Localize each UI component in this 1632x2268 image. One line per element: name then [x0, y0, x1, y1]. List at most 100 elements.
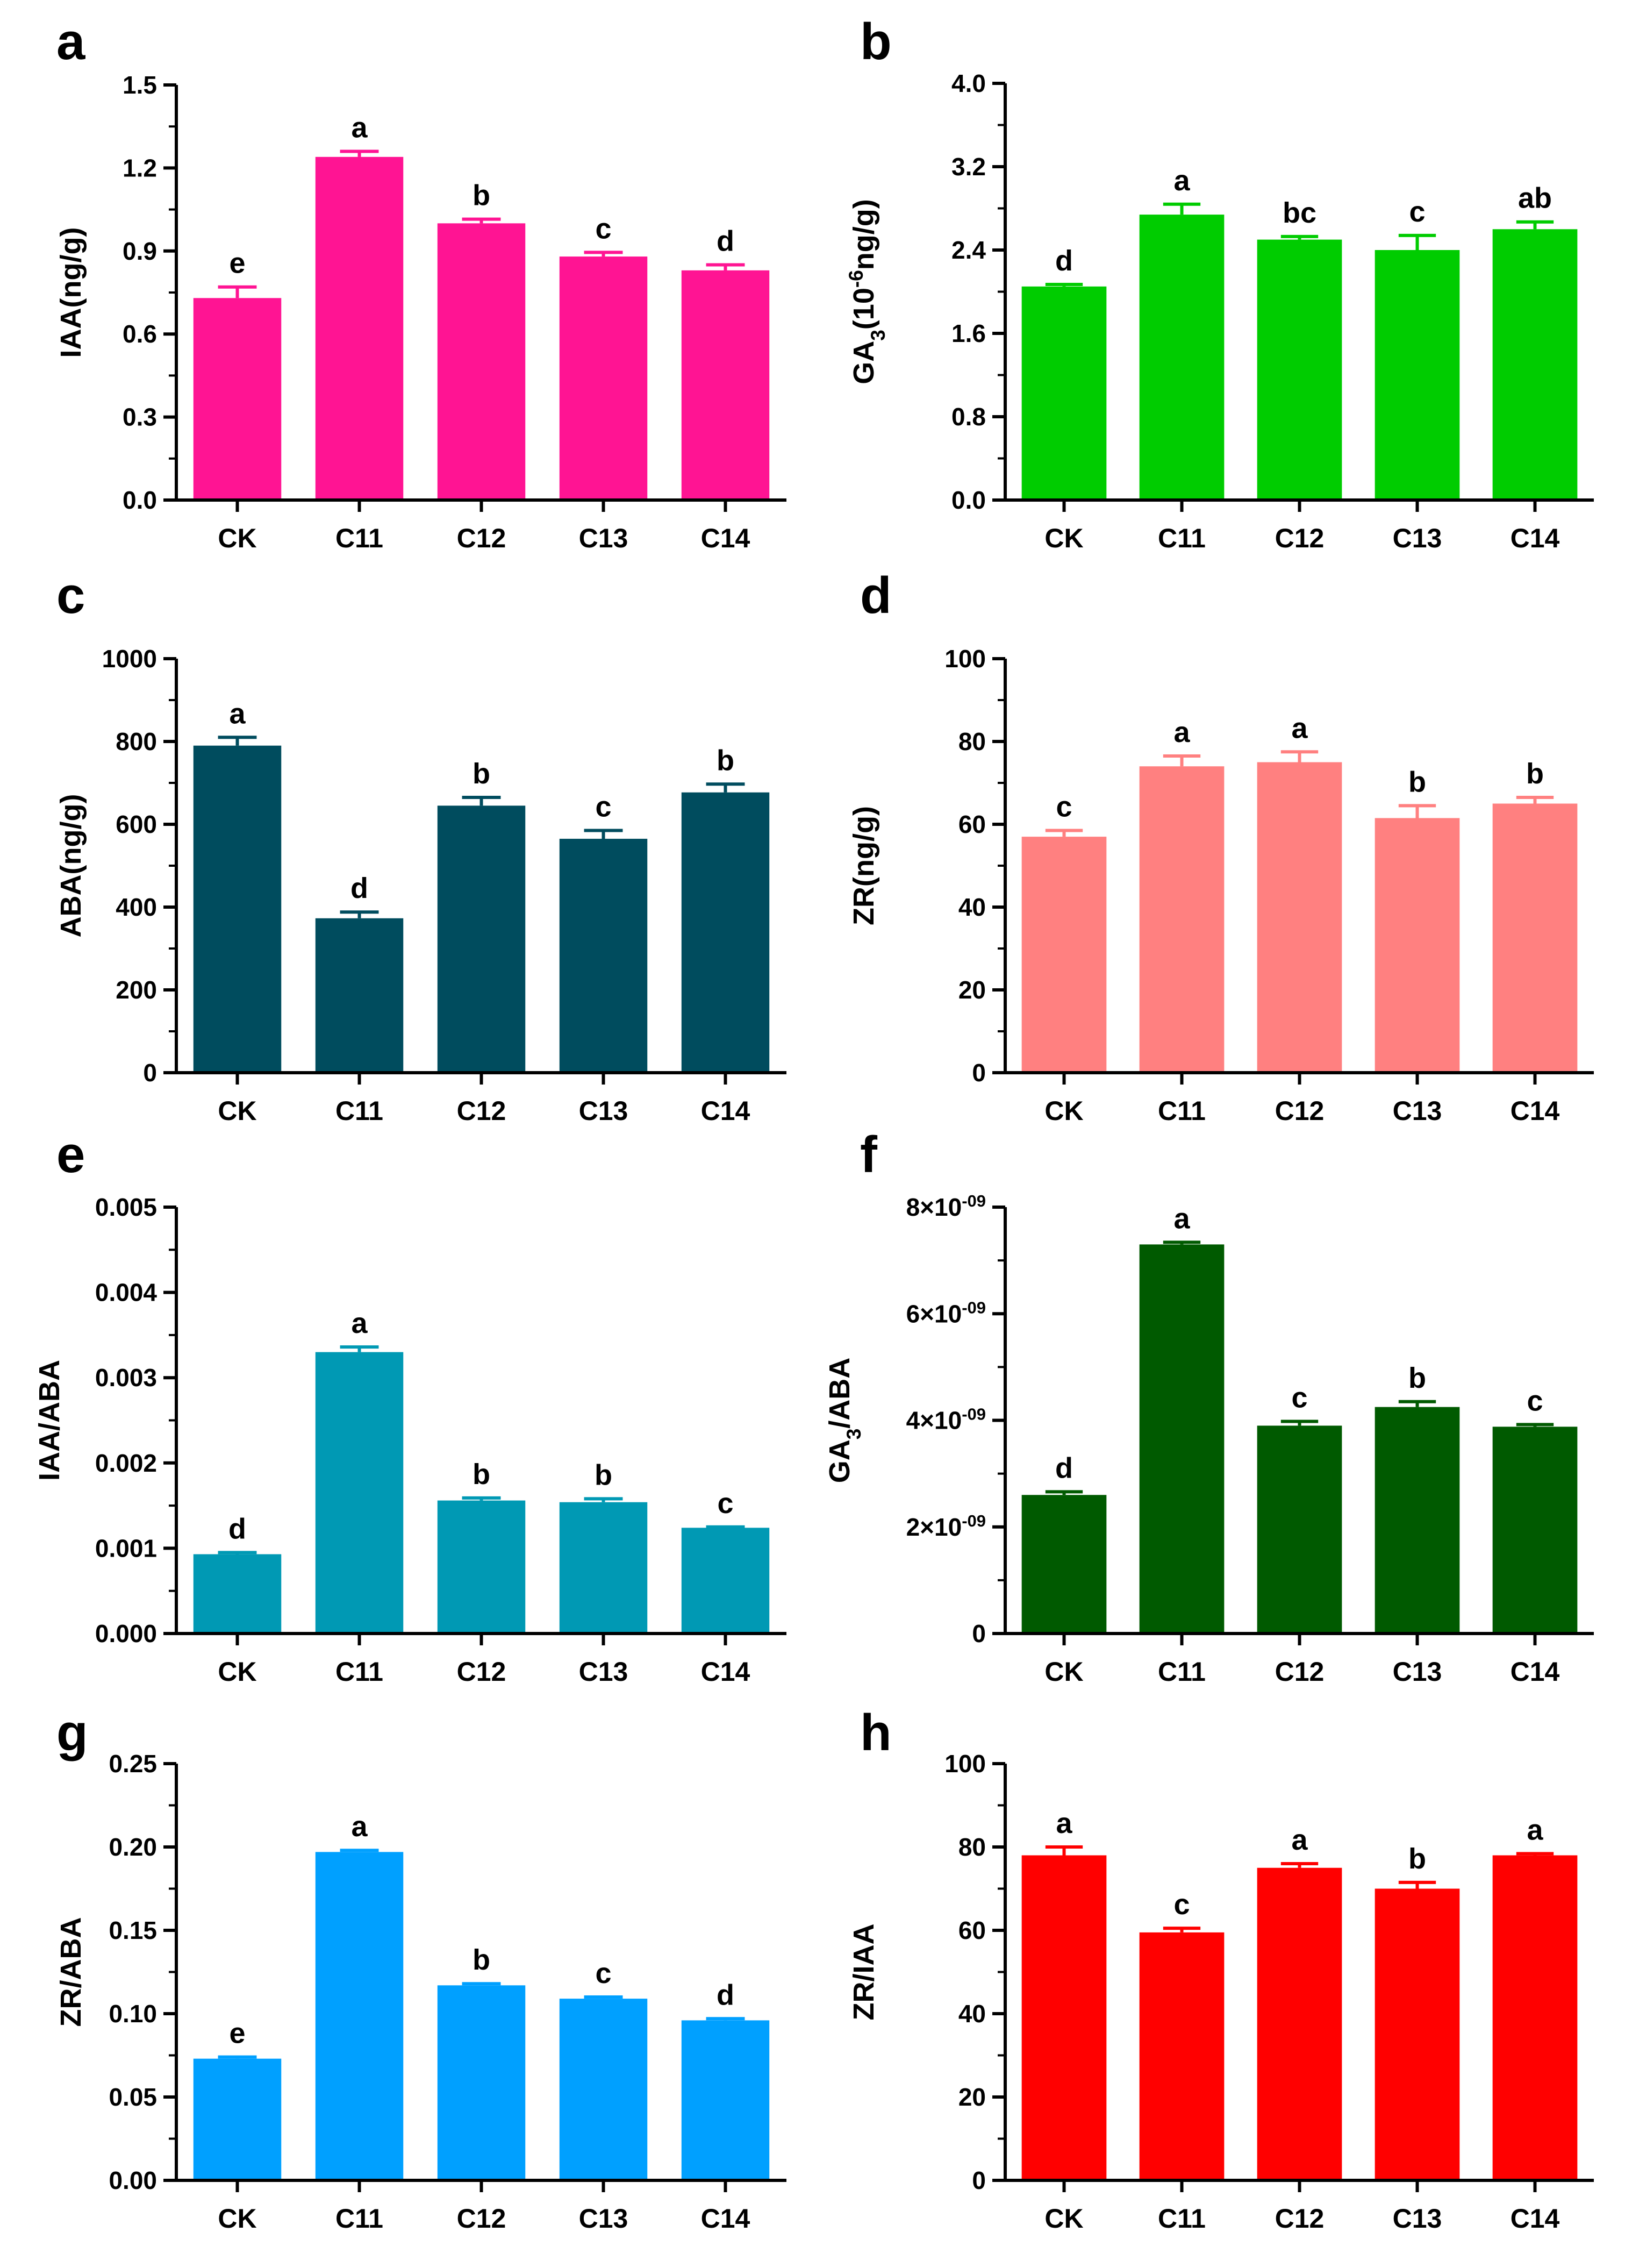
axes [1004, 1764, 1594, 2182]
y-tick-label: 0.25 [109, 1750, 157, 1778]
y-tick-label: 0.20 [109, 1833, 157, 1861]
error-bar-C12 [462, 1496, 501, 1501]
x-tick-label: C12 [457, 1657, 506, 1687]
x-tick-label: C14 [701, 1096, 750, 1126]
error-bar-CK [1045, 282, 1083, 287]
significance-letter: a [351, 1810, 368, 1843]
y-tick-label: 0.0 [951, 486, 986, 514]
y-tick-label: 80 [958, 728, 986, 755]
bar-C12 [1257, 1425, 1342, 1634]
x-tick-label: C13 [1393, 1096, 1442, 1126]
y-tick-label: 40 [958, 2000, 986, 2028]
x-tick-label: C13 [1393, 523, 1442, 553]
chart-panel-h: h ZR/IAA a CK c C11 a C12 b C13 a C14 0 20 40 60 80 100 [848, 1704, 1594, 2234]
significance-letter: e [229, 247, 245, 280]
y-tick-label: 0.003 [95, 1364, 157, 1392]
bar-C11 [1139, 1244, 1225, 1634]
x-tick-label: C12 [1275, 2203, 1325, 2234]
chart-panel-d: d ZR(ng/g) c CK a C11 a C12 b C13 b C14 0 20 40 60 80 100 [848, 567, 1594, 1126]
y-tick-label: 600 [116, 810, 157, 838]
error-bar-C13 [584, 1995, 623, 1999]
error-bar-C13 [1398, 1880, 1436, 1889]
error-bar-CK [1045, 829, 1083, 837]
significance-letter: d [717, 225, 734, 258]
bar-C13 [1375, 250, 1460, 500]
significance-letter: b [1408, 1362, 1426, 1394]
bar-C12 [437, 805, 526, 1073]
panel-letter-b: b [860, 13, 892, 70]
significance-letter: c [1409, 196, 1425, 228]
significance-letter: c [1056, 791, 1072, 823]
significance-letter: a [1291, 712, 1308, 744]
significance-letter: c [1291, 1381, 1307, 1414]
error-bar-C11 [1163, 1240, 1201, 1245]
x-tick-label: CK [1044, 523, 1083, 553]
significance-letter: c [595, 212, 611, 245]
bar-C12 [437, 223, 526, 500]
significance-letter: a [1173, 1202, 1190, 1235]
error-bar-C12 [1280, 1420, 1319, 1426]
significance-letter: e [229, 2017, 245, 2050]
bar-CK [193, 1554, 282, 1634]
error-bar-C13 [584, 1497, 623, 1502]
bar-C11 [315, 156, 404, 500]
y-tick-label: 400 [116, 893, 157, 921]
error-bar-C14 [1516, 795, 1554, 804]
y-tick-label: 4.0 [951, 69, 986, 97]
error-bar-CK [1045, 1845, 1083, 1856]
x-tick-label: C11 [1158, 1657, 1206, 1687]
x-tick-label: C12 [1275, 1096, 1325, 1126]
bar-C12 [1257, 239, 1342, 500]
bar-CK [1021, 837, 1107, 1073]
y-tick-label: 6×10-09 [906, 1298, 986, 1328]
y-tick-label: 0.00 [109, 2166, 157, 2194]
x-tick-label: C13 [579, 2203, 628, 2234]
bar-CK [1021, 286, 1107, 500]
bar-C14 [681, 792, 770, 1073]
y-tick-label: 800 [116, 728, 157, 755]
y-axis-label: IAA/ABA [33, 1360, 66, 1481]
significance-letter: a [1173, 716, 1190, 748]
bar-C12 [437, 1500, 526, 1634]
axes [175, 659, 786, 1074]
significance-letter: ab [1518, 182, 1552, 215]
error-bar-C12 [462, 217, 501, 224]
y-tick-label: 60 [958, 810, 986, 838]
chart-panel-a: a IAA(ng/g) e CK a C11 b C12 c C13 d C14 0.0 0.3 0.6 0.… [55, 13, 786, 553]
y-tick-label: 2×10-09 [906, 1511, 986, 1541]
x-tick-label: C14 [1511, 2203, 1560, 2234]
x-tick-label: C12 [457, 523, 506, 553]
significance-letter: d [717, 1979, 734, 2011]
y-tick-label: 0 [972, 1620, 986, 1647]
y-axis-label: ZR/ABA [55, 1917, 87, 2027]
y-tick-label: 1.2 [123, 154, 157, 182]
bar-CK [1021, 1855, 1107, 2180]
y-tick-label: 60 [958, 1916, 986, 1944]
error-bar-CK [218, 1551, 257, 1554]
chart-panel-g: g ZR/ABA e CK a C11 b C12 c C13 d C14 0.00 0.05 0.10 0.… [55, 1704, 786, 2234]
error-bar-C13 [1398, 233, 1436, 250]
x-tick-label: CK [218, 2203, 256, 2234]
error-bar-C11 [340, 910, 379, 918]
x-tick-label: C13 [579, 1657, 628, 1687]
x-tick-label: C11 [335, 1096, 383, 1126]
significance-letter: a [229, 697, 246, 730]
y-tick-label: 2.4 [951, 236, 986, 264]
significance-letter: b [1408, 1843, 1426, 1875]
significance-letter: b [1526, 758, 1544, 790]
y-tick-label: 0.8 [951, 403, 986, 431]
axes [1004, 83, 1594, 502]
error-bar-C14 [706, 2017, 745, 2021]
bar-C14 [1492, 803, 1578, 1073]
x-tick-label: C12 [1275, 523, 1325, 553]
x-tick-label: C14 [1511, 523, 1560, 553]
significance-letter: a [1173, 165, 1190, 197]
error-bar-C11 [340, 1345, 379, 1352]
significance-letter: a [351, 1307, 368, 1339]
significance-letter: a [1056, 1807, 1072, 1839]
bar-C11 [1139, 1932, 1225, 2180]
x-tick-label: C11 [335, 1657, 383, 1687]
chart-panel-f: f GA3/ABA d CK a C11 c C12 b C13 c C14 0 2×10-09 4×10-… [824, 1126, 1594, 1687]
error-bar-C14 [706, 1525, 745, 1529]
